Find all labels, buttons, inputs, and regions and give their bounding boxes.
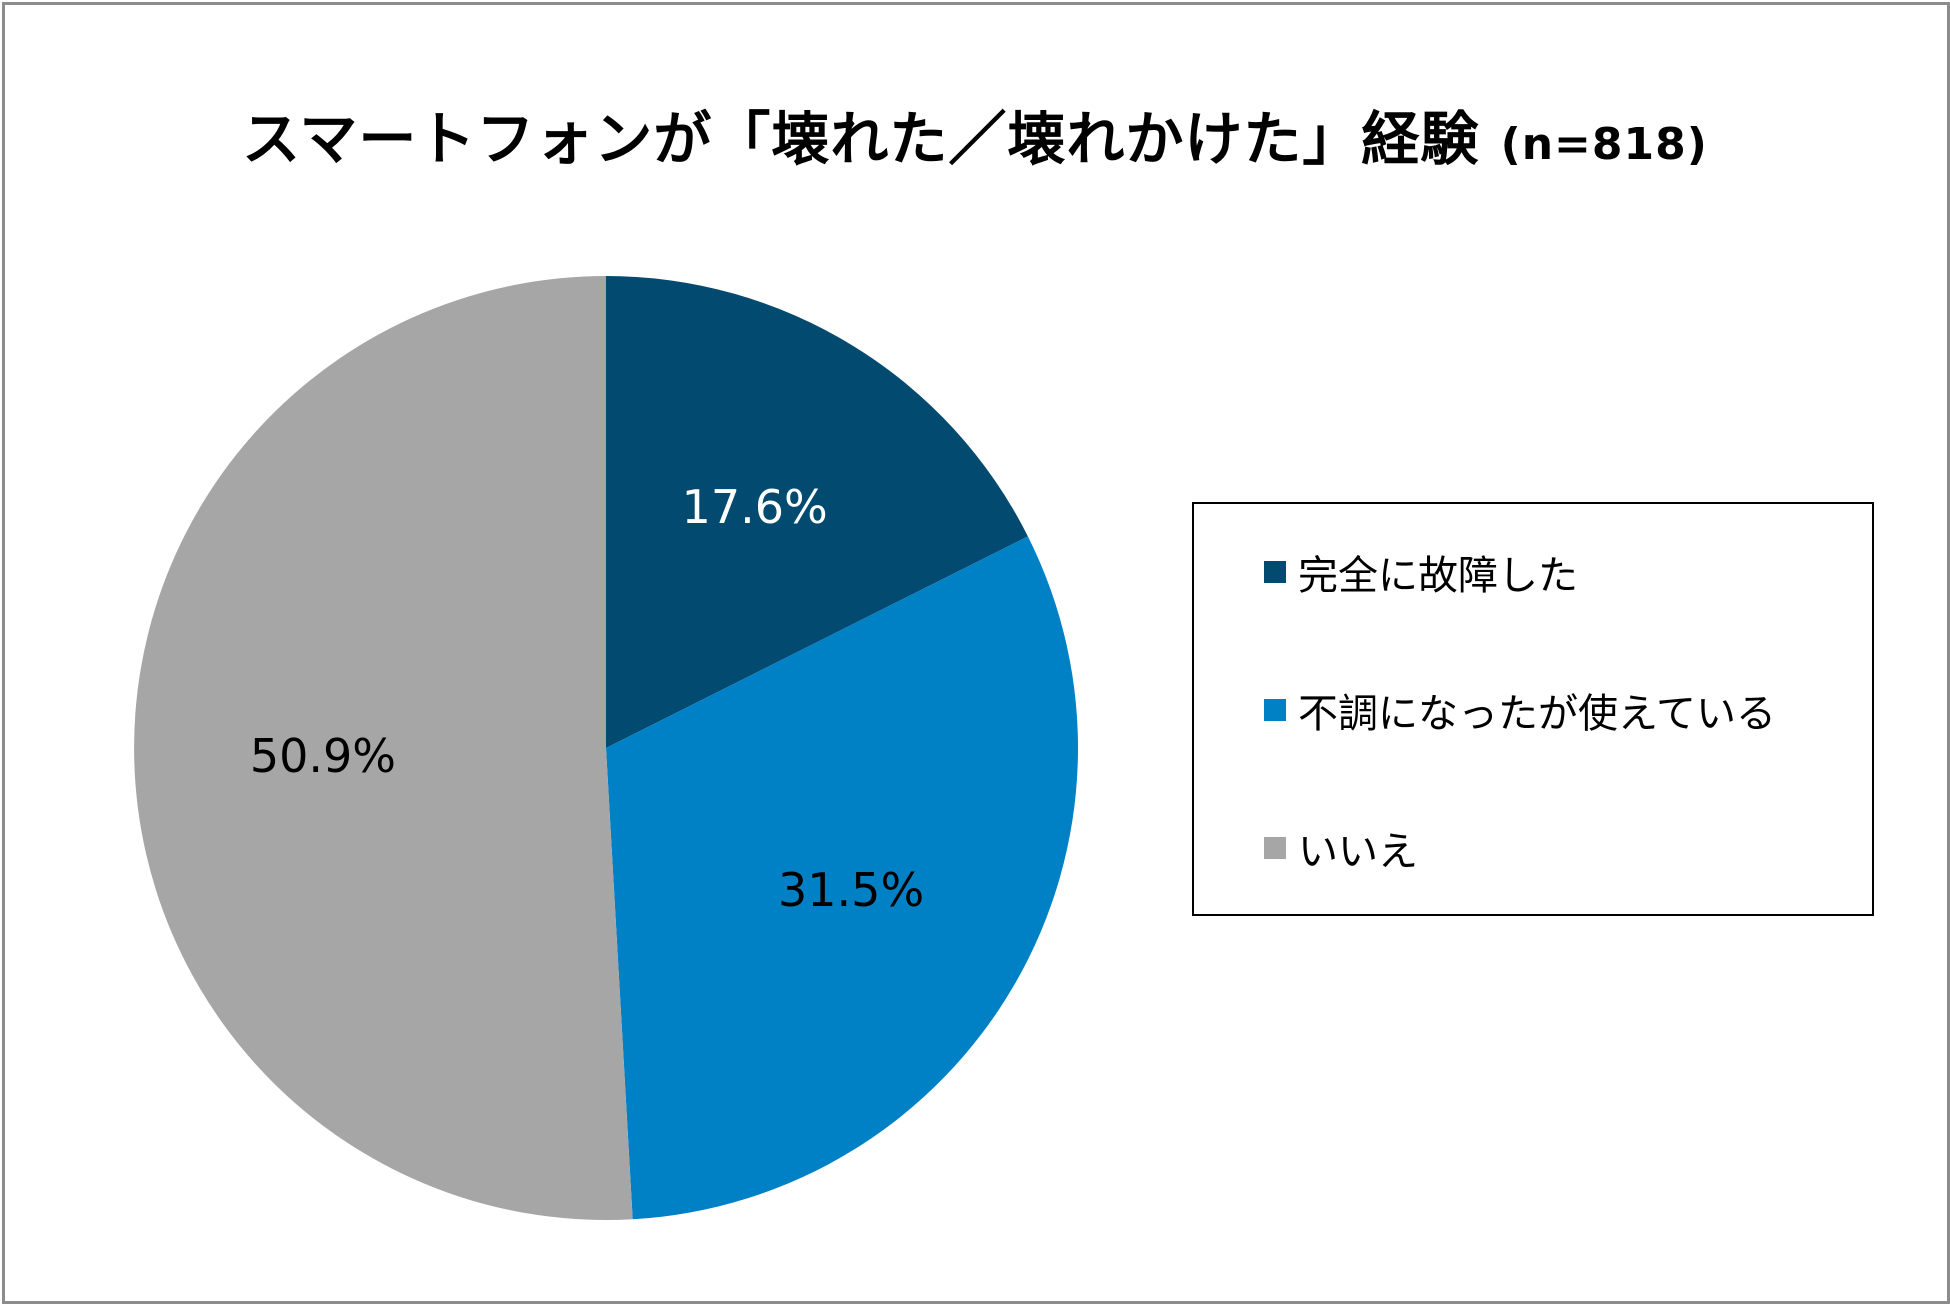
legend: 完全に故障した 不調になったが使えている いいえ — [1192, 502, 1874, 916]
pie-slice-no — [134, 276, 633, 1220]
pie-value-labels: 17.6% 31.5% 50.9% — [250, 480, 924, 917]
legend-swatch-malfunction-usable — [1264, 699, 1286, 721]
chart-title: スマートフォンが「壊れた／壊れかけた」経験 (n=818) — [0, 92, 1950, 176]
legend-item-malfunction-usable: 不調になったが使えている — [1264, 680, 1776, 740]
pie-slices — [134, 276, 1079, 1220]
pie-label-malfunction-usable: 31.5% — [778, 863, 924, 917]
legend-label-no: いいえ — [1298, 829, 1418, 875]
legend-item-complete-failure: 完全に故障した — [1264, 542, 1578, 602]
pie-label-complete-failure: 17.6% — [682, 480, 828, 534]
pie-slice-complete-failure — [606, 276, 1028, 748]
pie-label-no: 50.9% — [250, 729, 396, 783]
legend-swatch-complete-failure — [1264, 561, 1286, 583]
legend-label-malfunction-usable: 不調になったが使えている — [1298, 691, 1776, 737]
legend-label-complete-failure: 完全に故障した — [1298, 553, 1578, 599]
legend-swatch-no — [1264, 837, 1286, 859]
pie-slice-malfunction-usable — [606, 536, 1079, 1220]
legend-item-no: いいえ — [1264, 818, 1418, 878]
chart-sample-size: (n=818) — [1500, 119, 1708, 170]
chart-title-text: スマートフォンが「壊れた／壊れかけた」経験 — [242, 105, 1480, 173]
